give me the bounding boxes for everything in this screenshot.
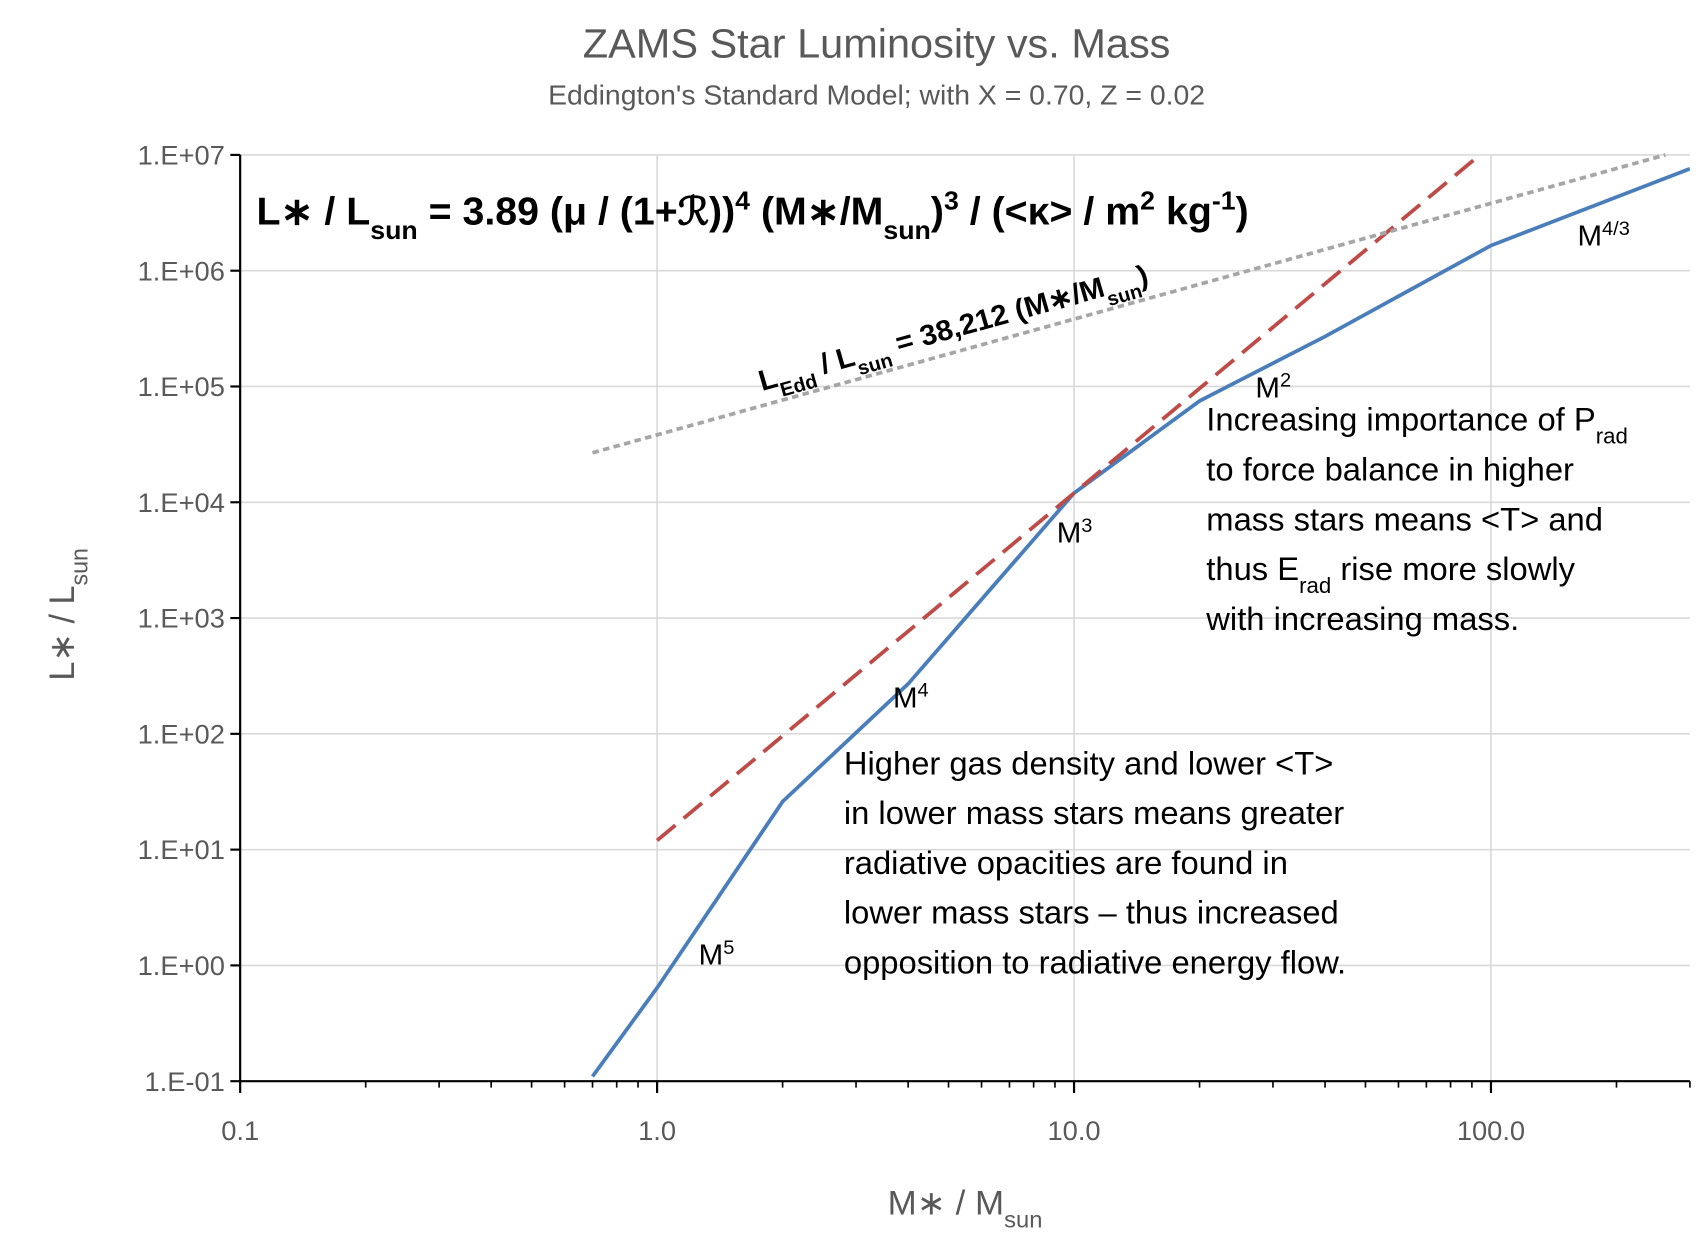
x-tick-label: 10.0 (1047, 1116, 1100, 1146)
y-axis-title-group: L∗ / Lsun (44, 548, 93, 681)
y-tick-label: 1.E+07 (138, 141, 225, 171)
series-line (655, 153, 1482, 842)
annotation-text-part: 4/3 (1602, 218, 1630, 240)
x-axis-title-part: sun (1004, 1207, 1042, 1233)
annotation-text-part: kg (1155, 191, 1212, 234)
annotation-text-part: 4 (735, 186, 750, 216)
annotation-text-part: in lower mass stars means greater (844, 796, 1345, 832)
y-tick-label: 1.E+00 (138, 951, 225, 981)
annotation-text: lower mass stars – thus increased (844, 895, 1339, 931)
annotation-text-part: Edd (778, 370, 820, 401)
annotation-text: M4/3 (1577, 218, 1629, 253)
y-axis-title-part: L∗ / L (44, 585, 82, 680)
annotation-text-part: Higher gas density and lower <T> (844, 746, 1334, 782)
annotation-text: M5 (699, 937, 735, 972)
annotation-text-part: 3 (944, 186, 959, 216)
annotation-text-part: with increasing mass. (1205, 601, 1519, 637)
annotation-text-part: rad (1596, 423, 1628, 448)
annotation-text-part: ) (931, 191, 944, 234)
annotation-text-part: lower mass stars – thus increased (844, 895, 1339, 931)
annotation-text: M2 (1255, 370, 1291, 405)
annotation-text-part: 2 (1140, 186, 1155, 216)
annotation-text-part: mass stars means <T> and (1206, 502, 1603, 538)
annotation-text-part: rise more slowly (1331, 552, 1576, 588)
series-line (591, 153, 1666, 455)
chart-subtitle: Eddington's Standard Model; with X = 0.7… (548, 80, 1205, 111)
annotation-text-part: to force balance in higher (1206, 452, 1574, 488)
annotation: M5 (699, 937, 735, 972)
annotation-text-part: Increasing importance of P (1206, 402, 1595, 438)
annotation: M4/3 (1577, 218, 1629, 253)
y-tick-label: 1.E-01 (144, 1067, 224, 1097)
annotation-text: with increasing mass. (1205, 601, 1519, 637)
annotation-text: M3 (1057, 515, 1093, 550)
annotation-text-part: sun (370, 215, 418, 245)
annotation: M4 (893, 680, 929, 715)
annotation-text-part: 2 (1280, 370, 1291, 392)
annotation-text-part: (M∗/M (750, 191, 883, 234)
x-tick-label: 0.1 (221, 1116, 259, 1146)
x-axis-title: M∗ / Msun (888, 1185, 1043, 1232)
annotation: Higher gas density and lower <T> in lower… (844, 746, 1346, 980)
annotation: M2 (1255, 370, 1291, 405)
y-axis-title-part: sun (66, 548, 92, 585)
x-tick-label: 100.0 (1457, 1116, 1525, 1146)
annotation-text-part: / L (809, 341, 859, 383)
chart-title: ZAMS Star Luminosity vs. Mass (583, 21, 1171, 67)
annotation-text: L∗ / Lsun = 3.89 (μ / (1+ℛ))4 (M∗/Msun)3… (257, 186, 1249, 245)
annotation-text-part: opposition to radiative energy flow. (844, 945, 1346, 981)
annotation-text-part: 4 (918, 680, 929, 702)
y-axis-title: L∗ / Lsun (44, 548, 93, 681)
annotation-text: thus Erad rise more slowly (1206, 552, 1576, 598)
annotation: LEdd / Lsun = 38,212 (M∗/Msun) (755, 260, 1154, 406)
annotation-text-part: M (1057, 518, 1082, 550)
annotation: M3 (1057, 515, 1093, 550)
annotation-text-part: M (1255, 373, 1280, 405)
annotation-text-part: sun (855, 350, 895, 380)
y-tick-label: 1.E+06 (138, 257, 225, 287)
annotation-text: M4 (893, 680, 929, 715)
x-axis-title-part: M∗ / M (888, 1185, 1005, 1223)
y-tick-label: 1.E+01 (138, 836, 225, 866)
annotation-text: mass stars means <T> and (1206, 502, 1603, 538)
plot-area (590, 153, 1690, 1078)
annotation-text: radiative opacities are found in (844, 845, 1288, 881)
series-line (590, 166, 1690, 1078)
annotation-text: opposition to radiative energy flow. (844, 945, 1346, 981)
annotation-text-part: / (<κ> / m (959, 191, 1140, 234)
y-tick-label: 1.E+04 (138, 488, 225, 518)
annotation-text-part: = 3.89 (μ / (1+ℛ)) (418, 191, 735, 234)
annotation-text-part: M (1577, 221, 1602, 253)
annotation-text-part: 3 (1081, 515, 1092, 537)
annotation-text: LEdd / Lsun = 38,212 (M∗/Msun) (755, 260, 1154, 406)
y-tick-label: 1.E+03 (138, 604, 225, 634)
annotation: L∗ / Lsun = 3.89 (μ / (1+ℛ))4 (M∗/Msun)3… (257, 186, 1249, 245)
annotation-text-part: 5 (723, 937, 734, 959)
annotation-text: to force balance in higher (1206, 452, 1574, 488)
annotation-text-part: sun (1105, 280, 1145, 310)
annotation-text-part: ) (1236, 191, 1249, 234)
annotation-text-part: M (893, 683, 918, 715)
axes: 1.E-01 1.E+00 1.E+01 1.E+02 1.E+03 1.E+04 1.E+… (138, 141, 1691, 1146)
annotation-text-part: M (699, 940, 724, 972)
annotation-text: Increasing importance of Prad (1206, 402, 1628, 448)
annotation-text: in lower mass stars means greater (844, 796, 1345, 832)
annotation-text-part: thus E (1206, 552, 1299, 588)
y-tick-label: 1.E+05 (138, 372, 225, 402)
annotation-text-part: radiative opacities are found in (844, 845, 1288, 881)
x-tick-label: 1.0 (638, 1116, 676, 1146)
annotation-text: Higher gas density and lower <T> (844, 746, 1334, 782)
y-tick-label: 1.E+02 (138, 720, 225, 750)
annotation-text-part: rad (1299, 573, 1331, 598)
annotation-text-part: L∗ / L (257, 191, 371, 234)
annotation-text-part: sun (883, 215, 931, 245)
annotation-text-part: -1 (1212, 186, 1236, 216)
